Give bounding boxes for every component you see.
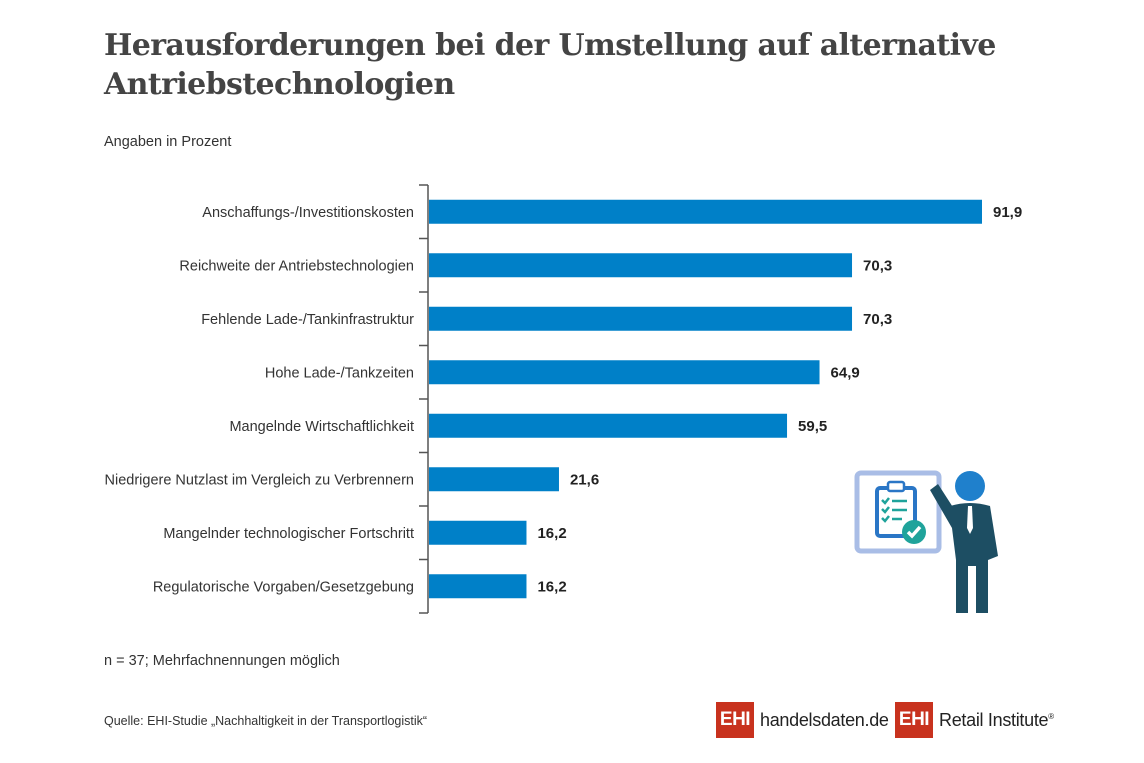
category-label: Anschaffungs-/Investitionskosten	[202, 205, 414, 221]
value-label: 16,2	[537, 525, 566, 542]
presenter-with-checklist-icon	[854, 470, 998, 613]
category-label: Hohe Lade-/Tankzeiten	[265, 365, 414, 381]
value-label: 59,5	[798, 418, 827, 435]
sample-note: n = 37; Mehrfachnennungen möglich	[104, 653, 340, 669]
value-label: 64,9	[831, 364, 860, 381]
chart-title: Herausforderungen bei der Umstellung auf…	[104, 28, 996, 102]
person-head-icon	[955, 471, 985, 501]
value-label: 70,3	[863, 257, 892, 274]
value-label: 91,9	[993, 204, 1022, 221]
retail-institute-logo-text: Retail Institute	[939, 709, 1049, 730]
ehi-badge: EHI	[895, 702, 933, 738]
chart-subtitle: Angaben in Prozent	[104, 134, 232, 150]
registered-mark: ®	[1048, 711, 1054, 721]
category-label: Fehlende Lade-/Tankinfrastruktur	[201, 312, 414, 328]
value-label: 70,3	[863, 311, 892, 328]
category-label: Mangelnde Wirtschaftlichkeit	[229, 419, 414, 435]
ehi-badge: EHI	[716, 702, 754, 738]
person-body-icon	[930, 484, 998, 613]
bar	[429, 360, 820, 385]
handelsdaten-logo-text: handelsdaten.de	[760, 709, 889, 730]
category-label: Niedrigere Nutzlast im Vergleich zu Verb…	[105, 472, 414, 488]
bar	[429, 253, 853, 278]
category-label: Regulatorische Vorgaben/Gesetzgebung	[153, 579, 414, 595]
bar	[429, 199, 982, 224]
ehi-retail-institute-logo[interactable]: EHI Retail Institute®	[895, 702, 1054, 738]
handelsdaten-logo[interactable]: EHI handelsdaten.de	[716, 702, 889, 738]
value-label: 21,6	[570, 471, 599, 488]
bar	[429, 306, 853, 331]
value-label: 16,2	[537, 578, 566, 595]
category-label: Reichweite der Antriebstechnologien	[179, 258, 414, 274]
bar	[429, 574, 527, 599]
source-note: Quelle: EHI-Studie „Nachhaltigkeit in de…	[104, 714, 428, 728]
bar	[429, 520, 527, 545]
bar	[429, 467, 559, 492]
category-label: Mangelnder technologischer Fortschritt	[163, 526, 414, 542]
bar	[429, 413, 788, 438]
